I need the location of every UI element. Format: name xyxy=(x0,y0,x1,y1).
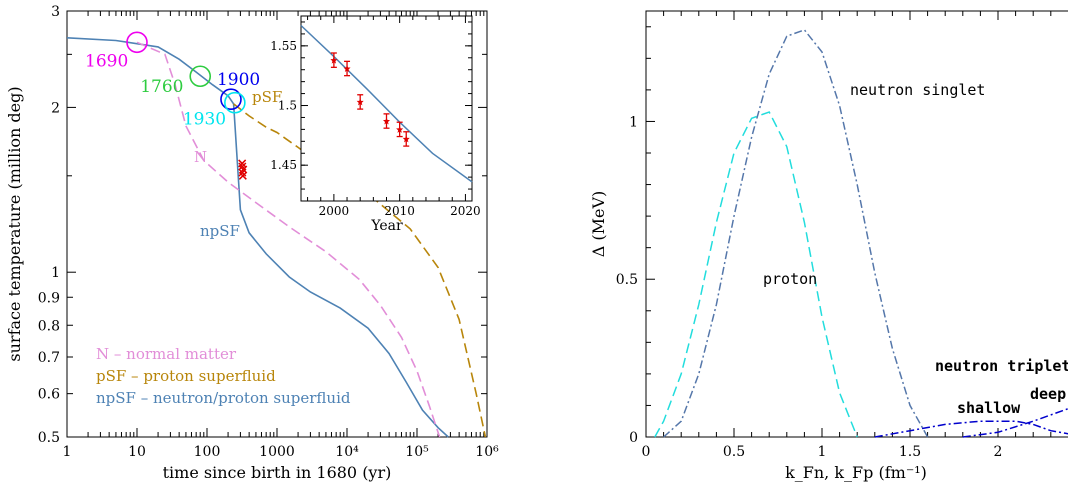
left-observations xyxy=(238,159,248,180)
right-x-tick-label: 0 xyxy=(642,444,651,460)
series-line-proton xyxy=(654,111,858,438)
left-x-tick-label: 10 xyxy=(128,444,146,460)
right-y-tick-label: 0.5 xyxy=(616,272,638,288)
inset-x-tick-label: 2000 xyxy=(319,204,350,218)
series-line-n xyxy=(136,41,441,438)
year-marker-1760 xyxy=(189,65,212,88)
year-label-1760: 1760 xyxy=(140,77,183,97)
left-x-tick-label: 100 xyxy=(194,444,221,460)
series-label-neutron-singlet: neutron singlet xyxy=(850,81,985,99)
right-plot-frame xyxy=(645,10,1068,438)
legend-entry-npsf: npSF – neutron/proton superfluid xyxy=(96,389,351,407)
left-y-axis-label: surface temperature (million deg) xyxy=(5,86,24,361)
left-y-tick-label: 0.5 xyxy=(38,430,60,446)
right-chart: 0 0.5 1 1.5 2 00.51 k_Fn, k_Fp (fm⁻¹) Δ (MeV… xyxy=(589,10,1068,482)
inset-x-axis-label: Year xyxy=(370,218,403,234)
inset-x-tick-label: 2020 xyxy=(450,204,481,218)
series-label-psf: pSF xyxy=(252,88,282,106)
year-marker-1930 xyxy=(224,91,246,114)
observation-point xyxy=(239,165,248,174)
observation-point xyxy=(238,159,247,168)
left-x-tick-label: 1000 xyxy=(259,444,295,460)
inset-data-point xyxy=(343,60,351,77)
right-x-ticks: 0 0.5 1 1.5 2 xyxy=(642,11,1052,460)
series-line-shallow xyxy=(874,420,1068,438)
inset-data-point xyxy=(402,131,410,147)
inset-data-point xyxy=(330,52,338,68)
inset-content xyxy=(300,24,473,183)
year-marker-1900 xyxy=(220,88,242,111)
right-y-ticks: 00.51 xyxy=(616,26,655,446)
right-y-tick-label: 0 xyxy=(629,430,638,446)
series-label-proton: proton xyxy=(763,270,817,288)
left-y-tick-label: 1 xyxy=(51,265,60,281)
year-label-1690: 1690 xyxy=(85,51,128,71)
right-x-tick-label: 1 xyxy=(818,444,827,460)
inset-x-ticks: 2000 2010 2020 xyxy=(307,16,481,218)
annotation-neutron-triplet: neutron triplet xyxy=(935,357,1068,375)
inset-chart: 2000 2010 2020 1.45 1.5 1.55 Year xyxy=(270,15,481,234)
left-y-tick-label: 0.7 xyxy=(38,350,60,366)
inset-y-tick-label: 1.55 xyxy=(270,39,297,53)
left-x-tick-label: 10⁴ xyxy=(335,444,359,460)
series-label-n: N xyxy=(194,148,207,166)
left-x-tick-label: 10⁶ xyxy=(475,444,499,460)
inset-x-tick-label: 2010 xyxy=(384,204,415,218)
year-label-1930: 1930 xyxy=(183,110,226,130)
series-line-deep xyxy=(962,407,1068,438)
right-y-axis-label: Δ (MeV) xyxy=(589,191,608,258)
series-line-npsf xyxy=(66,37,449,438)
legend-entry-n: N – normal matter xyxy=(96,345,237,363)
left-y-tick-label: 0.6 xyxy=(38,387,60,403)
left-y-tick-label: 0.8 xyxy=(38,318,60,334)
year-label-1900: 1900 xyxy=(217,70,260,90)
left-x-tick-label: 10⁵ xyxy=(405,444,429,460)
year-marker-1690 xyxy=(126,31,148,54)
inset-data-point xyxy=(396,121,404,138)
series-label-deep: deep xyxy=(1030,385,1066,403)
left-chart: 1 10 100 1000 10⁴ 10⁵ 10⁶ 0.5 0.6 0.7 0.8 0.9 1 2 3 1… xyxy=(5,4,499,482)
right-x-axis-label: k_Fn, k_Fp (fm⁻¹) xyxy=(785,463,927,482)
right-x-tick-label: 2 xyxy=(994,444,1003,460)
left-x-tick-label: 1 xyxy=(63,444,72,460)
right-x-tick-label: 0.5 xyxy=(723,444,745,460)
series-label-npsf: npSF xyxy=(200,222,240,240)
series-line-neutron-singlet xyxy=(663,29,929,438)
inset-data-point xyxy=(356,94,364,110)
right-x-tick-label: 1.5 xyxy=(899,444,921,460)
right-series xyxy=(654,29,1068,438)
inset-y-ticks: 1.45 1.5 1.55 xyxy=(270,21,472,190)
observation-point xyxy=(238,171,247,180)
right-y-tick-label: 1 xyxy=(629,114,638,130)
series-label-shallow: shallow xyxy=(957,399,1021,417)
left-y-tick-label: 0.9 xyxy=(38,290,60,306)
left-x-axis-label: time since birth in 1680 (yr) xyxy=(163,463,392,482)
left-legend: N – normal matter pSF – proton superflui… xyxy=(96,345,351,407)
left-markers: 1690 1760 1900 1930 xyxy=(85,31,260,130)
inset-fit-line xyxy=(300,24,473,183)
inset-y-tick-label: 1.45 xyxy=(270,158,297,172)
left-y-tick-label: 3 xyxy=(51,4,60,20)
left-y-tick-label: 2 xyxy=(51,100,60,116)
left-y-ticks: 0.5 0.6 0.7 0.8 0.9 1 2 3 xyxy=(38,4,487,446)
legend-entry-psf: pSF – proton superfluid xyxy=(96,367,276,385)
inset-y-tick-label: 1.5 xyxy=(278,99,297,113)
inset-data-point xyxy=(383,113,390,129)
left-x-ticks: 1 10 100 1000 10⁴ 10⁵ 10⁶ xyxy=(63,11,499,460)
